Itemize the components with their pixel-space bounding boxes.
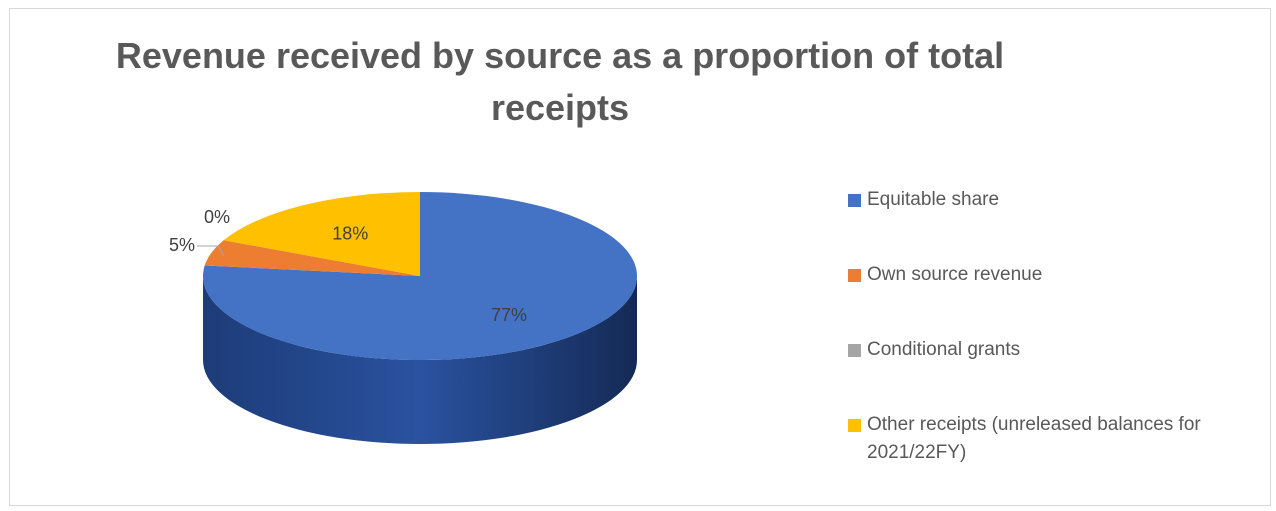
pie-slice-own-source-revenue — [204, 240, 420, 276]
legend-label: Other receipts (unreleased balances for … — [867, 414, 1201, 463]
leader-line — [197, 245, 225, 257]
legend-item-own-source-revenue: Own source revenue — [848, 261, 1268, 336]
data-label-conditional-grants: 0% — [204, 207, 230, 227]
legend-swatch — [848, 194, 861, 207]
legend-label: Conditional grants — [867, 339, 1021, 360]
data-label-other-receipts: 18% — [332, 223, 368, 243]
chart-title: Revenue received by source as a proporti… — [115, 35, 1005, 128]
legend-item-conditional-grants: Conditional grants — [848, 336, 1268, 411]
pie-slice-equitable-share — [202, 192, 637, 361]
data-label-equitable-share: 77% — [491, 305, 527, 325]
pie-slice-other-receipts — [223, 192, 420, 276]
chart-legend: Equitable share Own source revenue Condi… — [848, 186, 1268, 486]
legend-item-equitable-share: Equitable share — [848, 186, 1268, 261]
legend-label: Own source revenue — [867, 264, 1043, 285]
legend-swatch — [848, 269, 861, 282]
legend-label: Equitable share — [867, 189, 1000, 210]
legend-swatch — [848, 419, 861, 432]
legend-item-other-receipts: Other receipts (unreleased balances for … — [848, 411, 1268, 486]
data-label-own-source-revenue: 5% — [169, 235, 195, 255]
legend-swatch — [848, 344, 861, 357]
